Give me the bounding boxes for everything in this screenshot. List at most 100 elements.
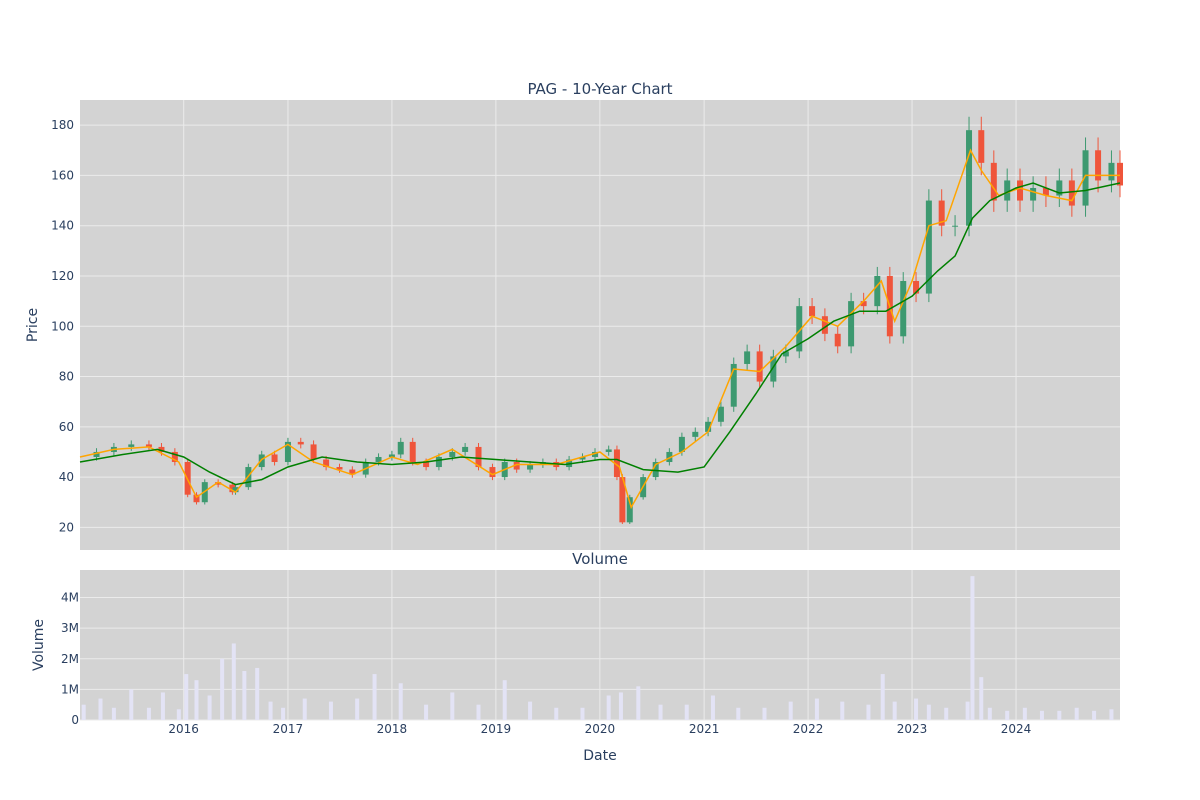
candle-body: [860, 301, 867, 307]
candle-body: [1004, 180, 1011, 201]
volume-bar: [372, 674, 377, 720]
candle-body: [809, 306, 816, 317]
price-chart-title: PAG - 10-Year Chart: [527, 80, 672, 98]
price-tick-label: 120: [51, 269, 74, 283]
volume-bar: [194, 680, 199, 720]
candle-body: [619, 477, 626, 523]
candle-body: [375, 456, 382, 463]
volume-bar: [207, 695, 212, 720]
volume-bar: [328, 701, 333, 720]
date-axis-label: Date: [583, 748, 616, 764]
volume-gridlines: [80, 570, 1120, 721]
volume-bar: [914, 698, 919, 720]
volume-bar: [476, 704, 481, 720]
candle-body: [513, 462, 520, 470]
candle-body: [925, 200, 932, 294]
candle-body: [435, 456, 442, 468]
candle-body: [297, 441, 304, 445]
volume-bar: [184, 674, 189, 720]
candle-body: [93, 451, 100, 457]
candle-body: [652, 462, 659, 478]
volume-bar: [840, 701, 845, 720]
volume-tick-label: 2M: [61, 652, 79, 666]
volume-bar: [160, 692, 165, 720]
price-tick-label: 180: [51, 118, 74, 132]
candle-body: [756, 351, 763, 382]
candle-body: [605, 449, 612, 452]
volume-bar: [231, 643, 236, 720]
candle-body: [990, 162, 997, 201]
volume-bar: [892, 701, 897, 720]
volume-bar: [146, 707, 151, 720]
candle-body: [782, 351, 789, 357]
candle-body: [626, 497, 633, 523]
volume-bar: [970, 576, 975, 720]
volume-bar: [98, 698, 103, 720]
candle-body: [579, 456, 586, 460]
candle-body: [978, 130, 985, 163]
volume-bar: [814, 698, 819, 720]
date-tick-label: 2020: [585, 722, 616, 736]
volume-tick-label: 4M: [61, 591, 79, 605]
volume-bar: [554, 707, 559, 720]
candle-body: [409, 441, 416, 463]
candle-body: [938, 200, 945, 226]
volume-bar: [528, 701, 533, 720]
date-tick-label: 2023: [897, 722, 928, 736]
volume-tick-label: 3M: [61, 621, 79, 635]
candle-body: [1068, 180, 1075, 206]
volume-bar: [618, 692, 623, 720]
candle-body: [158, 446, 165, 452]
price-axis-label: Price: [25, 308, 41, 342]
volume-bar: [788, 701, 793, 720]
candle-body: [349, 469, 356, 475]
volume-bars: [81, 576, 1114, 720]
volume-bar: [636, 686, 641, 720]
volume-bar: [684, 704, 689, 720]
volume-tick-label: 0: [71, 713, 79, 727]
candle-body: [966, 130, 973, 226]
date-tick-label: 2021: [689, 722, 720, 736]
volume-bar: [1109, 709, 1114, 720]
candle-body: [489, 467, 496, 478]
volume-bar: [1057, 710, 1062, 720]
candle-body: [449, 451, 456, 457]
candle-body: [423, 462, 430, 468]
candle-body: [232, 487, 239, 493]
candle-body: [848, 301, 855, 347]
price-tick-label: 100: [51, 319, 74, 333]
price-tick-label: 20: [59, 520, 74, 534]
candle-body: [834, 333, 841, 347]
candle-body: [462, 446, 469, 452]
candle-body: [388, 454, 395, 457]
candle-body: [271, 454, 278, 463]
volume-bar: [1092, 710, 1097, 720]
volume-bar: [242, 671, 247, 720]
volume-bar: [1005, 710, 1010, 720]
candle-body: [1017, 180, 1024, 201]
volume-bar: [762, 707, 767, 720]
price-gridlines: [80, 100, 1120, 550]
date-x-ticks: 2016 2017 2018 2019 2020 2021 2022 2023 2024: [168, 722, 1031, 736]
candle-body: [258, 454, 265, 468]
volume-axis-label: Volume: [31, 619, 47, 671]
candle-body: [1082, 150, 1089, 206]
candle-body: [145, 444, 152, 447]
candle-body: [678, 436, 685, 452]
price-tick-label: 160: [51, 168, 74, 182]
price-marks: [79, 116, 1123, 525]
price-tick-label: 40: [59, 470, 74, 484]
volume-tick-label: 1M: [61, 682, 79, 696]
price-y-ticks: 20 40 60 80 100 120 140 160 180: [51, 118, 74, 534]
volume-bar: [866, 704, 871, 720]
candle-body: [796, 306, 803, 352]
candle-body: [821, 316, 828, 334]
volume-bar: [424, 704, 429, 720]
price-panel: 20 40 60 80 100 120 140 160 180 PAG - 10-Year Ch…: [25, 80, 1123, 550]
volume-bar: [111, 707, 116, 720]
candle-body: [730, 363, 737, 407]
candle-body: [874, 275, 881, 307]
date-tick-label: 2016: [168, 722, 199, 736]
volume-bar: [987, 707, 992, 720]
